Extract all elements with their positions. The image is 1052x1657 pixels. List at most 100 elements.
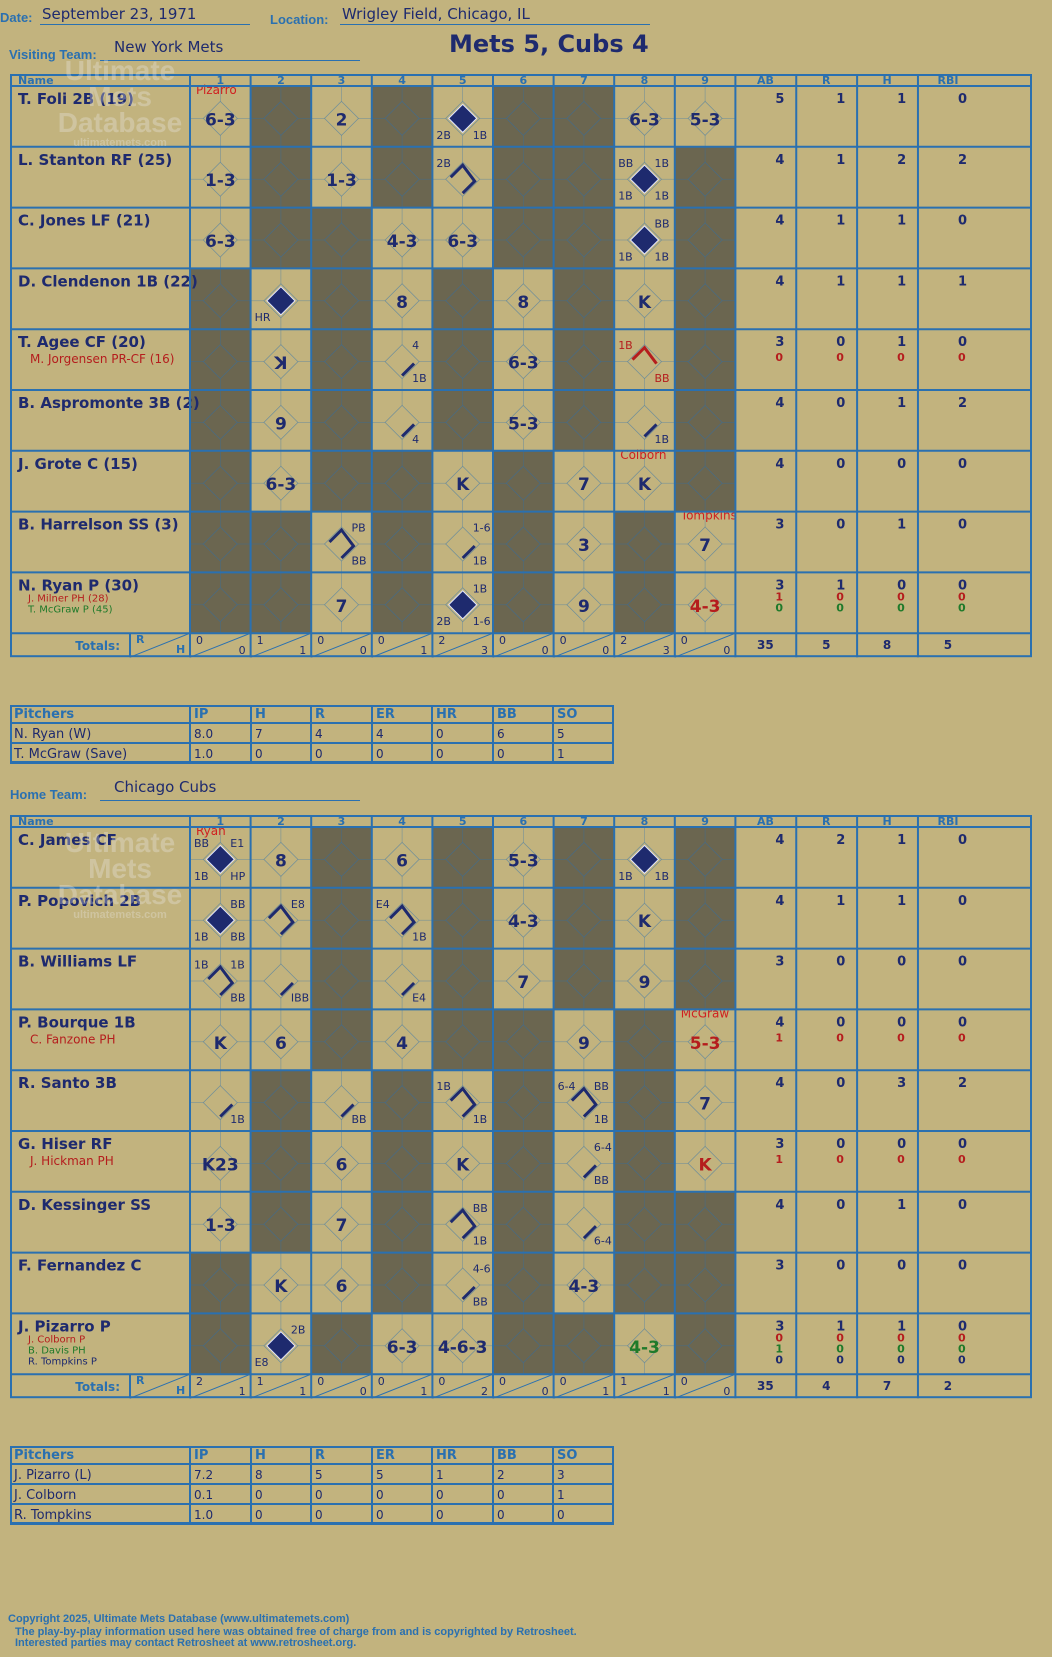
- inning-runs: 1: [620, 1375, 627, 1388]
- pitcher-stat: 1: [436, 1468, 444, 1482]
- pitcher-name: J. Pizarro (L): [13, 1468, 92, 1483]
- pitcher-stat: 0: [436, 747, 444, 761]
- stat-value: 0: [836, 1331, 844, 1344]
- play-result: 5-3: [690, 1034, 721, 1054]
- play-result: K: [638, 912, 652, 932]
- basepath-mark: [570, 1086, 598, 1118]
- date-underline: [40, 24, 250, 25]
- corner-note: 6-4: [558, 1080, 576, 1093]
- corner-note: 4: [412, 339, 419, 352]
- pitcher-stat: 1.0: [194, 747, 213, 761]
- stat-value: 0: [897, 1342, 905, 1355]
- col-header-inning: 3: [338, 815, 346, 828]
- pitcher-stat: 3: [557, 1468, 565, 1482]
- totals-divider: [492, 632, 554, 658]
- totals-divider: [311, 632, 372, 658]
- stat-value: 0: [836, 1259, 845, 1274]
- visiting-team-label: Visiting Team:: [9, 47, 97, 62]
- pitcher-stat: 5: [315, 1468, 323, 1482]
- stat-value: 2: [958, 396, 967, 411]
- totals-divider: [553, 1373, 615, 1399]
- stat-value: 0: [897, 1015, 906, 1030]
- corner-note: 1B: [618, 339, 633, 352]
- stat-value: 0: [897, 578, 906, 593]
- stat-value: 0: [836, 518, 845, 533]
- substitute-name: J. Milner PH (28): [27, 593, 109, 604]
- col-header-inning: 4: [398, 74, 406, 87]
- pitcher-stat: 0: [376, 747, 384, 761]
- inning-hits: 0: [360, 1385, 367, 1398]
- col-header-inning: 8: [641, 815, 649, 828]
- substitute-name: C. Fanzone PH: [30, 1032, 115, 1046]
- corner-note: E8: [291, 898, 305, 911]
- batter-name: P. Popovich 2B: [18, 892, 141, 910]
- stat-value: 1: [897, 214, 906, 229]
- stat-value: 0: [958, 351, 966, 364]
- play-result: K: [456, 475, 470, 495]
- stat-value: 0: [897, 1137, 906, 1152]
- copyright-line: Copyright 2025, Ultimate Mets Database (…: [8, 1613, 350, 1625]
- stat-value: 0: [958, 1031, 966, 1044]
- totals-divider: [311, 1373, 372, 1399]
- stat-value: 0: [958, 590, 966, 603]
- totals-divider: [674, 1373, 736, 1399]
- pitcher-col-header: R: [315, 1448, 325, 1463]
- stat-value: 0: [897, 351, 905, 364]
- stat-value: 0: [897, 601, 905, 614]
- inning-hits: 1: [420, 644, 427, 657]
- base-diamond: [445, 1085, 481, 1121]
- col-header-inning: 6: [519, 74, 527, 87]
- corner-note: 4: [412, 433, 419, 446]
- totals-r-label: R: [136, 633, 145, 646]
- pitcher-stat: 0: [557, 1508, 565, 1522]
- pitcher-stat: 0: [497, 1488, 505, 1502]
- pitcher-col-header: HR: [436, 707, 457, 722]
- stat-value: 0: [897, 457, 906, 472]
- play-result: 6-3: [387, 1338, 418, 1358]
- col-header-stat: R: [822, 815, 831, 828]
- col-header-stat: AB: [757, 74, 774, 87]
- stat-value: 0: [897, 590, 905, 603]
- visiting-team-name: New York Mets: [114, 38, 224, 56]
- inning-runs: 0: [378, 634, 385, 647]
- play-result: 7: [336, 597, 348, 617]
- pitcher-stat: 0: [315, 747, 323, 761]
- col-header-stat: RBI: [937, 815, 958, 828]
- col-header-name: Name: [18, 74, 54, 87]
- watermark-line: Ultimate: [64, 55, 176, 86]
- play-result: 2: [336, 110, 348, 130]
- pitcher-col-header: HR: [436, 1448, 457, 1463]
- basepath-mark: [401, 981, 416, 997]
- stat-value: 1: [836, 1319, 845, 1334]
- stat-value: 4: [775, 894, 784, 909]
- pitcher-stat: 0.1: [194, 1488, 213, 1502]
- retrosheet-credit-line: The play-by-play information used here w…: [15, 1626, 577, 1638]
- stat-value: 1: [836, 274, 845, 289]
- stat-value: 4: [775, 1198, 784, 1213]
- watermark-line: Ultimate: [64, 827, 176, 858]
- basepath-mark: [340, 1103, 355, 1118]
- stat-value: 2: [958, 153, 967, 168]
- totals-divider: [432, 632, 494, 658]
- run-scored-diamond: [205, 844, 236, 875]
- totals-divider: [492, 1373, 554, 1399]
- play-result: 1-3: [205, 171, 236, 191]
- corner-note: 6-4: [594, 1235, 612, 1248]
- stat-value: 0: [836, 1031, 844, 1044]
- watermark-line: Database: [57, 879, 183, 910]
- stat-value: 0: [836, 457, 845, 472]
- visiting-underline: [100, 60, 360, 61]
- col-header-inning: 5: [459, 74, 467, 87]
- corner-note: 1B: [473, 554, 488, 567]
- stat-value: 0: [958, 214, 967, 229]
- batter-name: C. James CF: [18, 831, 117, 849]
- home-scorecard-grid: E1 BB 1B HP 8 6 5-3 1B 1B BB 1B BB E8 E4 1B 4-3 K 1B 1B BB I…: [10, 815, 1032, 1399]
- pitcher-name: R. Tompkins: [14, 1508, 92, 1523]
- play-result: 7: [699, 536, 711, 556]
- base-diamond: [384, 1206, 420, 1242]
- stat-value: 3: [775, 335, 784, 350]
- play-result: 8: [396, 293, 408, 313]
- corner-note: BB: [618, 157, 633, 170]
- col-header-stat: AB: [757, 815, 774, 828]
- stat-value: 1: [897, 274, 906, 289]
